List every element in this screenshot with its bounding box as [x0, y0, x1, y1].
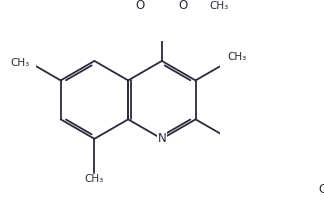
- Text: Cl: Cl: [318, 183, 324, 196]
- Text: N: N: [157, 132, 166, 145]
- Text: CH₃: CH₃: [227, 52, 247, 62]
- Text: CH₃: CH₃: [10, 58, 29, 68]
- Text: O: O: [179, 0, 188, 12]
- Text: CH₃: CH₃: [209, 1, 229, 11]
- Text: CH₃: CH₃: [85, 175, 104, 184]
- Text: O: O: [136, 0, 145, 12]
